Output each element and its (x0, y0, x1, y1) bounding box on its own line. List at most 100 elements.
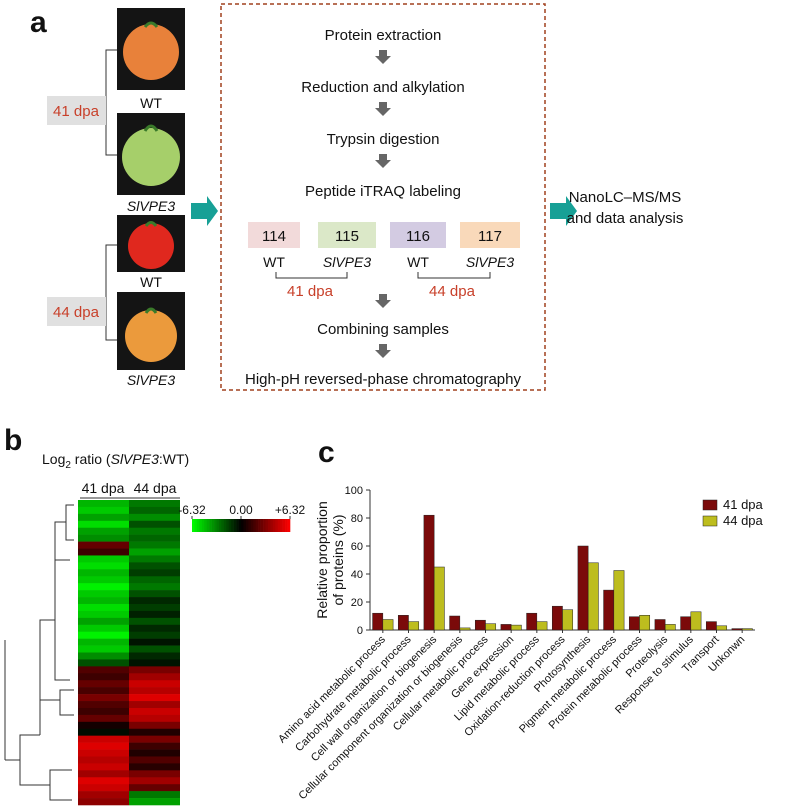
heatmap-cell (78, 784, 129, 792)
colorbar-segment (211, 519, 215, 532)
sample-label: WT (140, 95, 162, 111)
heatmap-cell (78, 777, 129, 785)
heatmap-cell (129, 631, 180, 639)
column-label: 41 dpa (82, 480, 125, 496)
bar (433, 566, 445, 631)
y-tick-label: 0 (357, 625, 363, 637)
dendrogram (4, 504, 74, 801)
heatmap-cell (78, 527, 129, 535)
heatmap-cell (129, 534, 180, 542)
heatmap-cell (129, 548, 180, 556)
stage-label: 41 dpa (287, 283, 334, 300)
heatmap-cell (129, 555, 180, 563)
heatmap-cell (78, 645, 129, 653)
colorbar-segment (218, 519, 222, 532)
bar (551, 605, 563, 631)
bar (382, 619, 394, 631)
colorbar-segment (238, 519, 242, 532)
heatmap-cell (78, 500, 129, 508)
colorbar-label: 0.00 (229, 503, 253, 517)
panel-b: b Log2 ratio (SlVPE3:WT) 41 dpa 44 dpa (4, 424, 189, 801)
heatmap-cell (129, 597, 180, 605)
colorbar-segment (285, 519, 288, 532)
heatmap-cell (129, 680, 180, 688)
heatmap-cell (129, 617, 180, 626)
heatmap-cell (78, 798, 129, 806)
heatmap-cell (129, 673, 180, 681)
colorbar-segment (196, 519, 200, 532)
heatmap-cell (129, 569, 180, 577)
heatmap-cell (78, 701, 129, 709)
colorbar-segment (201, 519, 205, 532)
step-arrows (375, 50, 391, 358)
colorbar-segment (248, 519, 252, 532)
stage-label: 44 dpa (429, 283, 476, 300)
colorbar-segment (258, 519, 261, 532)
bar (459, 627, 471, 631)
heatmap-cell (129, 791, 180, 799)
tag-box (460, 222, 520, 248)
heatmap-cell (78, 624, 129, 633)
heatmap-cell (78, 728, 129, 736)
colorbar-segment (245, 519, 249, 532)
heatmap-cell (129, 735, 180, 743)
heatmap-cell (78, 603, 129, 612)
heatmap-cell (129, 583, 180, 591)
colorbar-segment (253, 519, 256, 532)
colorbar-segment (216, 519, 220, 532)
heatmap-cell (129, 742, 180, 750)
step: Combining samples (317, 321, 449, 338)
heatmap-cell (129, 562, 180, 570)
step: High-pH reversed-phase chromatography (245, 371, 521, 388)
tag-box (248, 222, 300, 248)
stage-box (47, 297, 106, 326)
colorbar-segment (223, 519, 227, 532)
heatmap-cell (78, 513, 129, 522)
legend-label: 44 dpa (723, 513, 764, 528)
heatmap-cell (78, 590, 129, 598)
colorbar-segment (228, 519, 232, 532)
y-tick-label: 80 (351, 513, 363, 525)
sample-label: SlVPE3 (127, 198, 175, 214)
heatmap-cell (129, 756, 180, 764)
bar (603, 589, 615, 631)
colorbar-segment (233, 519, 237, 532)
colorbar-segment (206, 519, 210, 532)
heatmap-cell (78, 506, 129, 515)
bar (474, 619, 486, 631)
y-axis-label: of proteins (%) (330, 514, 346, 605)
heatmap-cell (129, 500, 180, 508)
heatmap-cell (129, 798, 180, 806)
heatmap-cell (129, 520, 180, 529)
heatmap-cell (129, 603, 180, 612)
bar (639, 615, 651, 631)
colorbar-segment (243, 519, 247, 532)
stage-box (47, 96, 106, 125)
colorbar-segment (277, 519, 281, 532)
tomato-tiles (117, 8, 185, 370)
colorbar-segment (272, 519, 276, 532)
heatmap-cell (78, 694, 129, 702)
colorbar-segment (287, 519, 291, 532)
colorbar-segment (280, 519, 283, 532)
bar (680, 616, 692, 631)
heatmap-cell (129, 576, 180, 584)
bar (731, 628, 743, 631)
bar (372, 612, 384, 631)
tag-box (390, 222, 446, 248)
panel-label: a (30, 6, 47, 39)
legend-label: 41 dpa (723, 497, 764, 512)
heatmap-cell (78, 791, 129, 799)
heatmap-cell (129, 610, 180, 619)
colorbar-segment (241, 519, 244, 532)
panel-label: c (318, 436, 335, 469)
y-tick-label: 20 (351, 597, 363, 609)
heatmap-cell (78, 749, 129, 757)
tag: 117 (478, 228, 502, 245)
bar (705, 621, 717, 631)
colorbar-segment (260, 519, 264, 532)
heatmap-cell (78, 735, 129, 743)
heatmap-cell (78, 555, 129, 563)
bar (485, 623, 497, 631)
